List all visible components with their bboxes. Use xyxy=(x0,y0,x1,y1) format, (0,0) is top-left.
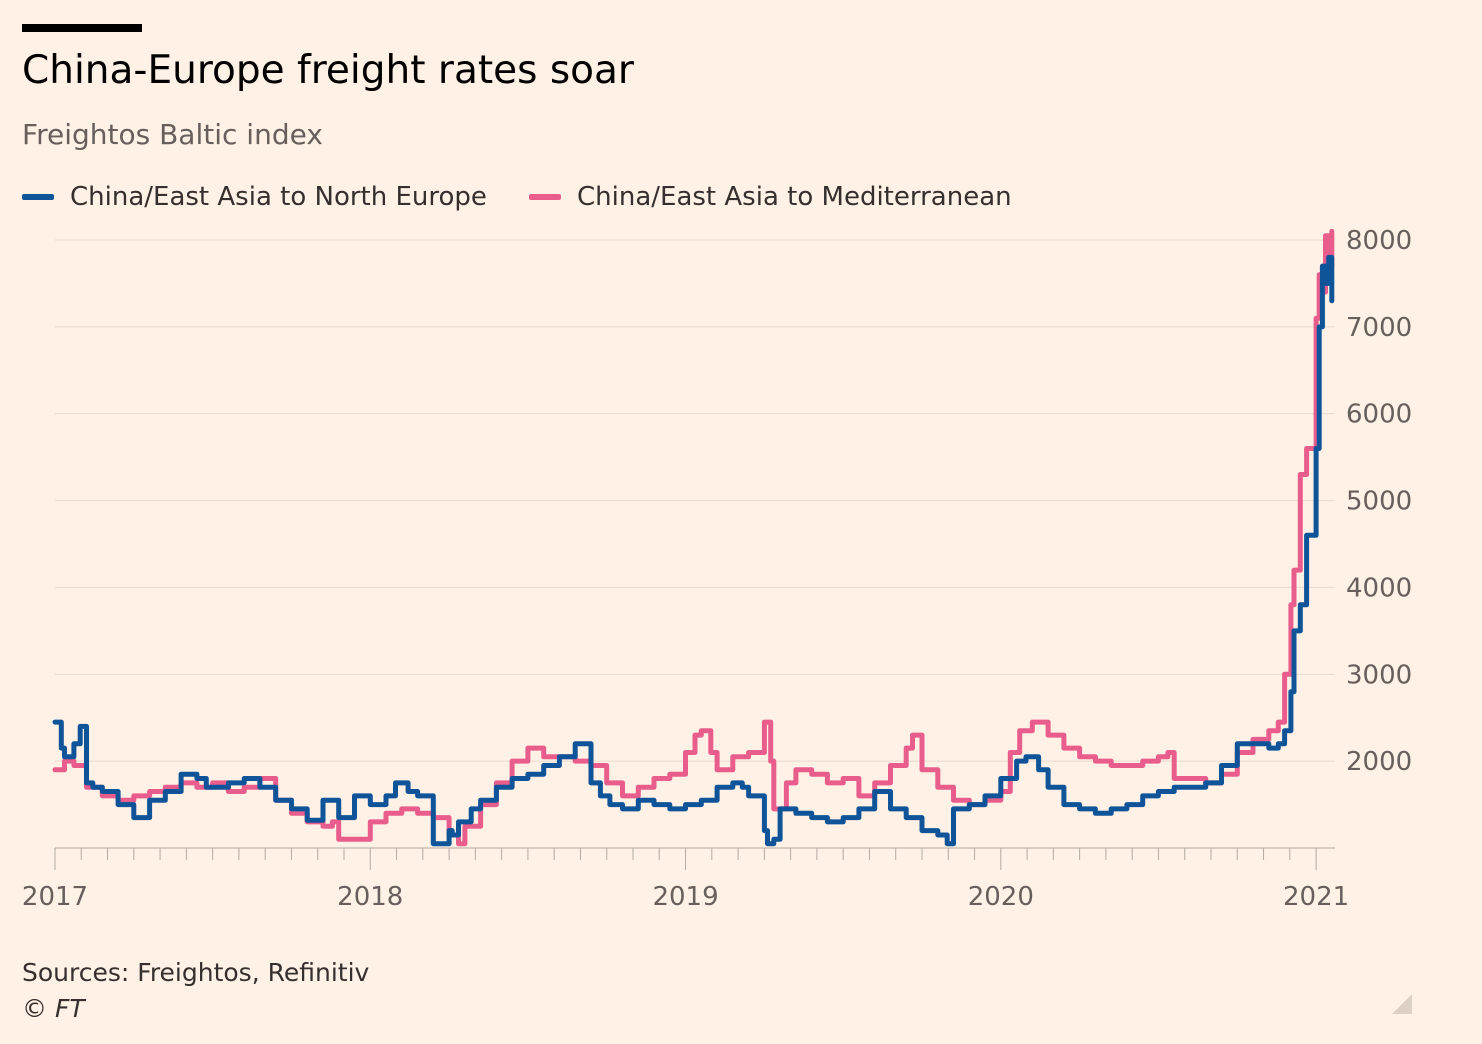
resize-corner-icon xyxy=(1392,994,1412,1014)
sources-note: Sources: Freightos, Refinitiv xyxy=(22,958,370,987)
y-tick-label: 7000 xyxy=(1346,313,1412,343)
legend-item-north-europe: China/East Asia to North Europe xyxy=(22,182,487,212)
x-tick-label: 2021 xyxy=(1283,882,1349,912)
y-tick-label: 8000 xyxy=(1346,226,1412,256)
legend-label-mediterranean: China/East Asia to Mediterranean xyxy=(577,182,1012,212)
y-tick-label: 4000 xyxy=(1346,573,1412,603)
x-tick-label: 2020 xyxy=(968,882,1034,912)
x-tick-label: 2017 xyxy=(22,882,88,912)
chart-subtitle: Freightos Baltic index xyxy=(22,118,323,151)
x-tick-label: 2018 xyxy=(337,882,403,912)
series-line-mediterranean xyxy=(52,228,1335,847)
x-tick-label: 2019 xyxy=(652,882,718,912)
copyright-note: © FT xyxy=(22,994,85,1023)
header-accent-bar xyxy=(22,24,142,32)
legend-swatch-north-europe xyxy=(22,194,54,200)
series-line-north-europe xyxy=(52,254,1335,847)
legend: China/East Asia to North Europe China/Ea… xyxy=(22,182,1122,218)
y-tick-label: 5000 xyxy=(1346,487,1412,517)
y-tick-label: 2000 xyxy=(1346,747,1412,777)
footer: Sources: Freightos, Refinitiv © FT xyxy=(22,955,369,1027)
line-chart: 2000 3000 4000 5000 6000 7000 8000 2017 2018 2019… xyxy=(22,226,1412,912)
chart-title: China-Europe freight rates soar xyxy=(22,48,634,93)
legend-swatch-mediterranean xyxy=(529,194,561,200)
legend-label-north-europe: China/East Asia to North Europe xyxy=(70,182,487,212)
y-tick-label: 6000 xyxy=(1346,400,1412,430)
legend-item-mediterranean: China/East Asia to Mediterranean xyxy=(529,182,1012,212)
y-tick-label: 3000 xyxy=(1346,660,1412,690)
